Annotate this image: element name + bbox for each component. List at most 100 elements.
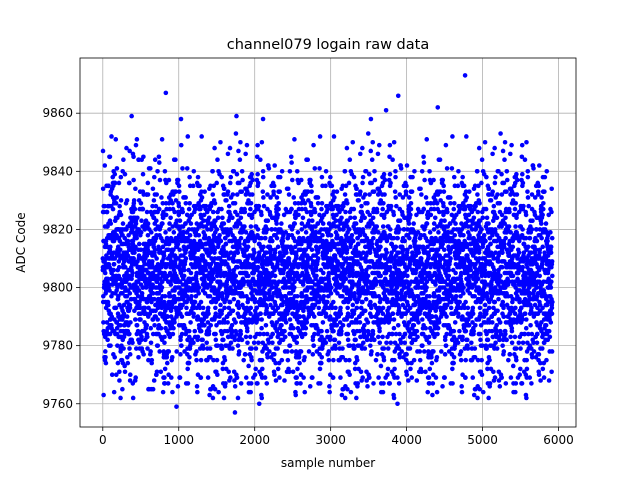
- data-point: [369, 157, 375, 162]
- data-point: [426, 253, 431, 258]
- data-point: [355, 381, 361, 386]
- data-point: [354, 186, 359, 192]
- data-point: [323, 183, 328, 189]
- data-point: [109, 314, 115, 319]
- data-point: [317, 381, 323, 386]
- data-point: [346, 180, 352, 186]
- data-point: [347, 372, 352, 378]
- data-point: [118, 198, 124, 203]
- data-point: [395, 235, 400, 241]
- data-point: [248, 311, 253, 316]
- data-point: [276, 200, 282, 206]
- data-point: [309, 189, 314, 194]
- data-point: [255, 227, 261, 232]
- data-point: [243, 151, 248, 157]
- data-point: [354, 395, 359, 401]
- data-point: [117, 378, 122, 383]
- data-point: [465, 337, 470, 343]
- data-point: [114, 372, 119, 378]
- data-point: [244, 142, 250, 148]
- data-point: [124, 145, 129, 151]
- data-point: [311, 142, 316, 148]
- data-point: [436, 230, 441, 235]
- data-point: [406, 195, 412, 200]
- data-point: [440, 384, 445, 389]
- data-point: [303, 230, 309, 235]
- data-point: [287, 169, 293, 174]
- data-point: [213, 314, 219, 319]
- data-point: [423, 195, 429, 200]
- data-point: [215, 296, 221, 302]
- data-point: [331, 328, 336, 334]
- data-point: [404, 372, 410, 378]
- data-point: [426, 340, 432, 346]
- data-point: [365, 384, 370, 389]
- data-point: [430, 381, 436, 386]
- data-point: [115, 360, 121, 366]
- data-point: [220, 215, 225, 221]
- data-point: [329, 183, 335, 189]
- data-point: [311, 343, 317, 348]
- data-point: [451, 174, 457, 180]
- data-point: [275, 244, 281, 250]
- data-point: [331, 357, 336, 363]
- data-point: [210, 192, 216, 197]
- data-point: [387, 381, 393, 386]
- data-point: [377, 328, 382, 334]
- data-point: [435, 331, 440, 337]
- data-point: [118, 212, 124, 218]
- data-point: [372, 169, 377, 174]
- data-point: [166, 177, 172, 183]
- data-point: [195, 334, 201, 340]
- data-point: [340, 346, 345, 351]
- data-point: [319, 200, 325, 206]
- data-point: [105, 337, 110, 343]
- data-point: [259, 395, 265, 401]
- data-point: [309, 218, 315, 224]
- data-point: [259, 317, 264, 322]
- data-point: [162, 270, 167, 276]
- data-point: [200, 337, 205, 343]
- data-point: [325, 299, 330, 305]
- data-point: [272, 372, 277, 378]
- data-point: [434, 389, 440, 395]
- data-point: [300, 282, 306, 287]
- data-point: [207, 392, 212, 398]
- data-point: [241, 357, 246, 363]
- data-point: [396, 381, 402, 386]
- data-point: [418, 256, 424, 261]
- data-point: [158, 369, 164, 375]
- data-point: [185, 134, 191, 139]
- data-point: [345, 331, 351, 337]
- data-point: [396, 305, 402, 311]
- data-point: [331, 134, 337, 139]
- data-point: [102, 203, 107, 209]
- data-point: [455, 340, 461, 346]
- data-point: [470, 311, 476, 316]
- data-point: [261, 195, 266, 200]
- data-point: [450, 366, 455, 372]
- data-point: [338, 375, 343, 380]
- data-point: [122, 264, 128, 270]
- data-point: [187, 174, 192, 180]
- data-point: [447, 195, 453, 200]
- data-point: [282, 334, 288, 340]
- data-point: [443, 343, 449, 348]
- data-point: [474, 169, 480, 174]
- data-point: [458, 349, 464, 354]
- data-point: [398, 166, 404, 171]
- data-point: [359, 203, 364, 209]
- data-point: [305, 157, 311, 162]
- data-point: [320, 232, 325, 238]
- data-point: [397, 331, 402, 337]
- data-point: [385, 366, 391, 372]
- data-point: [350, 302, 356, 308]
- data-point: [186, 206, 192, 212]
- data-point: [108, 221, 114, 226]
- data-point: [246, 273, 251, 279]
- data-point: [246, 363, 251, 369]
- data-point: [465, 346, 471, 351]
- data-point: [221, 247, 226, 253]
- data-point: [206, 311, 211, 316]
- data-point: [242, 224, 247, 229]
